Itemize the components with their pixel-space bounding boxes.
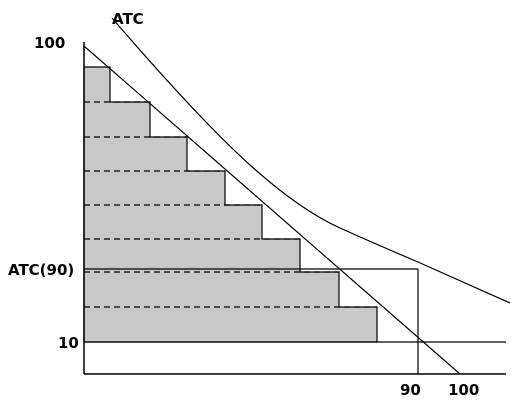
step-dashed-lines [84,101,377,308]
y-label-10: 10 [58,334,79,352]
y-label-atc90: ATC(90) [8,261,74,279]
y-label-100: 100 [34,34,65,52]
x-label-90: 90 [400,381,421,399]
demand-line [83,45,461,375]
atc-label: ATC [112,10,144,28]
atc-curve [111,17,511,304]
x-label-100: 100 [448,381,479,399]
